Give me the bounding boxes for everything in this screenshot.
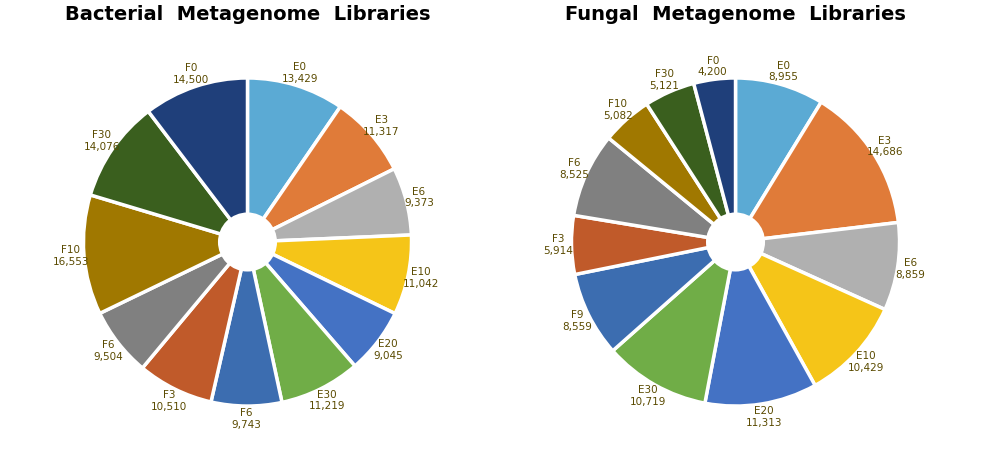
- Circle shape: [706, 212, 765, 271]
- Text: F30
5,121: F30 5,121: [649, 69, 679, 91]
- Wedge shape: [148, 78, 248, 242]
- Wedge shape: [248, 242, 355, 402]
- Text: E3
11,317: E3 11,317: [363, 115, 399, 137]
- Text: F10
16,553: F10 16,553: [53, 245, 89, 267]
- Wedge shape: [100, 242, 248, 368]
- Text: E20
11,313: E20 11,313: [745, 406, 781, 428]
- Wedge shape: [211, 242, 282, 406]
- Text: E0
13,429: E0 13,429: [282, 62, 318, 84]
- Text: F3
10,510: F3 10,510: [150, 390, 187, 412]
- Wedge shape: [735, 242, 885, 385]
- Wedge shape: [608, 104, 735, 242]
- Text: F6
9,504: F6 9,504: [93, 340, 123, 362]
- Text: E30
11,219: E30 11,219: [309, 390, 345, 411]
- Wedge shape: [735, 222, 899, 310]
- Title: Bacterial  Metagenome  Libraries: Bacterial Metagenome Libraries: [65, 5, 431, 25]
- Title: Fungal  Metagenome  Libraries: Fungal Metagenome Libraries: [565, 5, 906, 25]
- Circle shape: [218, 212, 277, 271]
- Wedge shape: [90, 111, 248, 242]
- Wedge shape: [735, 78, 821, 242]
- Text: F9
8,559: F9 8,559: [562, 310, 592, 332]
- Wedge shape: [248, 242, 395, 366]
- Text: E6
9,373: E6 9,373: [404, 187, 434, 208]
- Wedge shape: [705, 242, 815, 406]
- Text: E20
9,045: E20 9,045: [374, 339, 403, 360]
- Wedge shape: [735, 102, 898, 242]
- Wedge shape: [571, 215, 735, 275]
- Wedge shape: [248, 78, 340, 242]
- Text: E6
8,859: E6 8,859: [896, 258, 926, 280]
- Text: F10
5,082: F10 5,082: [603, 99, 632, 121]
- Text: F0
14,500: F0 14,500: [173, 63, 209, 85]
- Wedge shape: [248, 235, 412, 314]
- Wedge shape: [574, 138, 735, 242]
- Text: E3
14,686: E3 14,686: [866, 136, 902, 157]
- Text: E10
10,429: E10 10,429: [847, 351, 884, 373]
- Wedge shape: [248, 107, 394, 242]
- Text: E30
10,719: E30 10,719: [630, 385, 666, 407]
- Text: F0
4,200: F0 4,200: [698, 55, 727, 77]
- Text: E0
8,955: E0 8,955: [769, 61, 798, 82]
- Wedge shape: [575, 242, 735, 351]
- Wedge shape: [612, 242, 735, 403]
- Text: F6
8,525: F6 8,525: [559, 158, 589, 180]
- Text: E10
11,042: E10 11,042: [403, 267, 439, 289]
- Wedge shape: [143, 242, 248, 402]
- Text: F6
9,743: F6 9,743: [231, 408, 261, 430]
- Wedge shape: [248, 169, 411, 242]
- Wedge shape: [694, 78, 735, 242]
- Text: F30
14,076: F30 14,076: [84, 130, 120, 152]
- Wedge shape: [84, 195, 248, 313]
- Wedge shape: [647, 84, 735, 242]
- Text: F3
5,914: F3 5,914: [544, 234, 573, 256]
